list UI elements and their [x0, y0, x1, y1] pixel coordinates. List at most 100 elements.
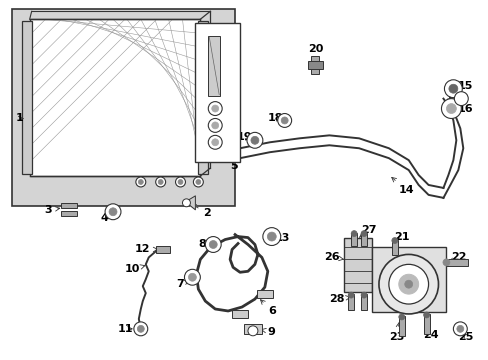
Text: 6: 6: [260, 300, 275, 316]
Bar: [344, 238, 371, 292]
Text: 9: 9: [261, 327, 275, 337]
Bar: [307, 61, 323, 69]
Circle shape: [205, 237, 221, 252]
Circle shape: [188, 273, 196, 281]
Text: 21: 21: [393, 231, 408, 242]
Text: 13: 13: [274, 233, 290, 243]
Circle shape: [391, 238, 397, 243]
Bar: [398, 316, 404, 336]
Bar: [198, 21, 208, 174]
Circle shape: [138, 180, 143, 184]
Text: 10: 10: [125, 264, 144, 274]
Circle shape: [247, 326, 257, 336]
Bar: [155, 247, 169, 253]
Polygon shape: [185, 196, 195, 210]
Bar: [232, 310, 247, 318]
Circle shape: [209, 240, 217, 248]
Bar: [371, 247, 446, 312]
Circle shape: [105, 204, 121, 220]
Text: 22: 22: [448, 252, 466, 262]
Text: 17: 17: [445, 92, 460, 102]
Circle shape: [404, 280, 412, 288]
Circle shape: [211, 122, 218, 129]
Circle shape: [158, 180, 163, 184]
Bar: [391, 239, 397, 255]
Text: 18: 18: [267, 113, 283, 123]
Circle shape: [267, 232, 276, 241]
Text: 12: 12: [135, 244, 158, 255]
Bar: [423, 314, 428, 334]
Circle shape: [208, 118, 222, 132]
Bar: [244, 324, 262, 334]
Circle shape: [155, 177, 165, 187]
Circle shape: [137, 325, 144, 332]
Text: 23: 23: [388, 323, 404, 342]
Circle shape: [246, 132, 263, 148]
Text: 8: 8: [198, 239, 211, 249]
Circle shape: [452, 322, 467, 336]
Circle shape: [175, 177, 185, 187]
Text: 27: 27: [359, 225, 376, 237]
Text: 20: 20: [307, 44, 323, 54]
Bar: [347, 294, 353, 310]
Circle shape: [350, 231, 356, 237]
Text: 19: 19: [236, 132, 251, 142]
Text: 25: 25: [458, 332, 473, 342]
Bar: [208, 36, 220, 96]
Circle shape: [182, 199, 190, 207]
Circle shape: [347, 292, 353, 298]
Circle shape: [456, 325, 463, 332]
Bar: [350, 233, 356, 247]
Circle shape: [196, 180, 201, 184]
Bar: [21, 21, 32, 174]
Bar: [360, 294, 366, 310]
Circle shape: [109, 208, 117, 216]
Circle shape: [136, 177, 145, 187]
Circle shape: [398, 274, 418, 294]
Circle shape: [211, 105, 218, 112]
Circle shape: [448, 84, 457, 93]
Bar: [30, 19, 200, 176]
Circle shape: [211, 139, 218, 146]
Circle shape: [208, 102, 222, 116]
Text: 24: 24: [422, 320, 437, 340]
Circle shape: [134, 322, 147, 336]
Bar: [12, 9, 235, 206]
Text: 26: 26: [324, 252, 343, 262]
Text: 1: 1: [16, 113, 23, 123]
Bar: [360, 233, 366, 247]
Circle shape: [442, 259, 449, 266]
Circle shape: [388, 264, 427, 304]
Circle shape: [277, 113, 291, 127]
Circle shape: [178, 180, 183, 184]
Bar: [256, 290, 272, 298]
Bar: [61, 211, 77, 216]
Circle shape: [423, 312, 428, 318]
Text: 4: 4: [100, 213, 112, 223]
Text: 3: 3: [44, 205, 60, 215]
Circle shape: [193, 177, 203, 187]
Bar: [446, 260, 468, 266]
Circle shape: [184, 269, 200, 285]
Text: 16: 16: [452, 104, 472, 113]
Text: 5: 5: [230, 161, 237, 171]
Bar: [311, 56, 319, 74]
Circle shape: [360, 231, 366, 237]
Text: 2: 2: [191, 204, 211, 218]
Text: 15: 15: [454, 81, 472, 91]
Circle shape: [398, 314, 404, 320]
Circle shape: [263, 228, 280, 246]
Circle shape: [250, 136, 258, 144]
Circle shape: [446, 104, 455, 113]
Circle shape: [281, 117, 287, 124]
Text: 14: 14: [391, 177, 414, 195]
Circle shape: [378, 255, 438, 314]
Circle shape: [360, 292, 366, 298]
Bar: [195, 23, 240, 162]
Circle shape: [208, 135, 222, 149]
Circle shape: [444, 80, 461, 98]
Text: 11: 11: [118, 324, 133, 334]
Circle shape: [453, 92, 468, 105]
Text: 7: 7: [176, 279, 189, 289]
Text: 28: 28: [329, 294, 350, 304]
